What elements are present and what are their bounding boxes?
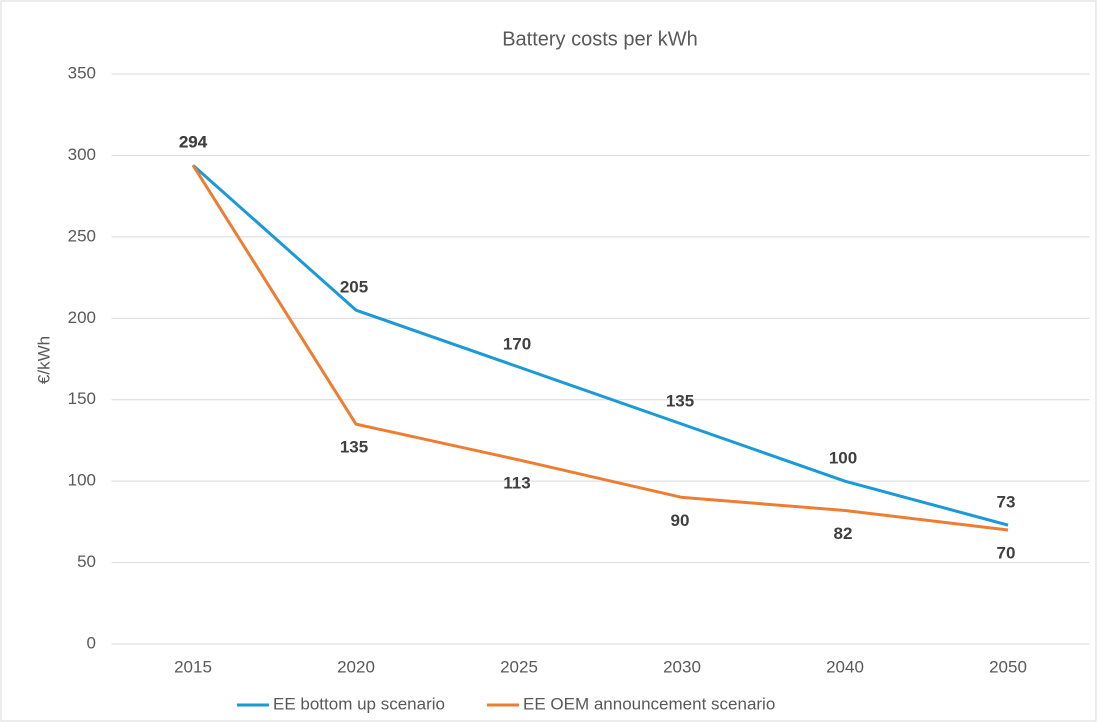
x-tick-label: 2015 xyxy=(174,657,212,676)
y-tick-label: 150 xyxy=(68,389,96,408)
data-label: 294 xyxy=(179,133,208,152)
data-label: 82 xyxy=(834,524,853,543)
x-tick-label: 2025 xyxy=(500,657,538,676)
data-label: 73 xyxy=(997,493,1016,512)
x-tick-label: 2030 xyxy=(663,657,701,676)
data-label: 70 xyxy=(997,543,1016,562)
data-label: 113 xyxy=(503,473,530,492)
data-label: 170 xyxy=(503,335,531,354)
x-tick-label: 2050 xyxy=(989,657,1027,676)
data-label: 205 xyxy=(340,278,368,297)
data-label: 135 xyxy=(340,438,368,457)
y-tick-label: 0 xyxy=(87,633,96,652)
y-tick-label: 300 xyxy=(68,145,96,164)
y-tick-label: 200 xyxy=(68,308,96,327)
data-label: 135 xyxy=(666,392,694,411)
legend-label: EE bottom up scenario xyxy=(273,694,445,713)
x-tick-label: 2040 xyxy=(826,657,864,676)
series-line xyxy=(191,164,1009,532)
legend-label: EE OEM announcement scenario xyxy=(523,694,775,713)
data-label: 294 xyxy=(179,133,208,152)
y-tick-label: 100 xyxy=(68,471,96,490)
y-tick-label: 50 xyxy=(77,552,96,571)
y-tick-label: 350 xyxy=(68,63,96,82)
series-line xyxy=(192,164,1009,527)
chart-title: Battery costs per kWh xyxy=(502,28,698,50)
data-label: 90 xyxy=(671,511,690,530)
data-label: 100 xyxy=(829,449,857,468)
y-axis-label: €/kWh xyxy=(34,336,53,384)
x-tick-label: 2020 xyxy=(337,657,375,676)
y-tick-label: 250 xyxy=(68,226,96,245)
